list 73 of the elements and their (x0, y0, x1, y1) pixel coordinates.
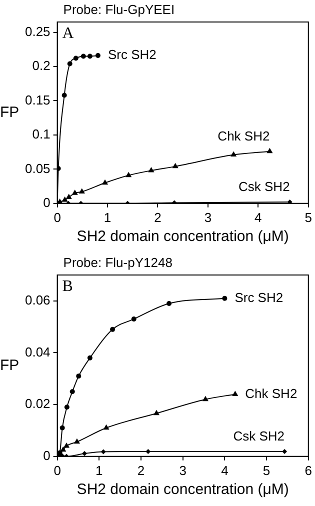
series-label: Csk SH2 (238, 179, 290, 194)
point (87, 355, 92, 360)
point (153, 410, 160, 416)
point (70, 389, 75, 394)
x-axis-title: SH2 domain concentration (μM) (76, 481, 289, 498)
x-axis-title: SH2 domain concentration (μM) (76, 228, 289, 246)
chart-title: Probe: Flu-pY1248 (63, 255, 172, 270)
x-tick-label: 4 (254, 210, 262, 225)
x-tick-label: 3 (204, 210, 212, 225)
point (67, 61, 72, 66)
point (60, 425, 65, 430)
annotation: B (62, 278, 73, 296)
point (62, 92, 67, 98)
series-label: Src SH2 (108, 47, 156, 62)
y-tick-label: 0.15 (24, 92, 50, 108)
y-axis-title: FP (0, 104, 20, 121)
point (230, 151, 237, 157)
y-tick-label: 0.06 (24, 292, 50, 308)
x-tick-label: 2 (137, 462, 145, 478)
point (126, 172, 132, 178)
point (148, 167, 154, 172)
point (74, 438, 80, 444)
point (166, 301, 172, 306)
y-tick-label: 0.05 (24, 160, 50, 176)
point (110, 326, 116, 332)
point (232, 390, 238, 396)
y-tick-label: 0.2 (32, 58, 50, 74)
point (103, 424, 110, 430)
x-tick-label: 4 (221, 462, 228, 478)
point (102, 179, 108, 185)
y-tick-label: 0 (43, 194, 50, 210)
series-label: Chk SH2 (218, 128, 270, 144)
point (131, 316, 136, 322)
x-tick-label: 3 (179, 462, 186, 478)
chart-title: Probe: Flu-GpYEEI (63, 2, 175, 18)
point (266, 148, 273, 154)
point (82, 451, 88, 456)
point (202, 396, 208, 402)
x-tick-label: 5 (304, 210, 312, 225)
annotation: A (62, 25, 74, 42)
series-label: Chk SH2 (245, 386, 298, 401)
y-tick-label: 0.02 (24, 396, 50, 412)
point (62, 196, 68, 202)
point (282, 448, 288, 454)
point (73, 56, 78, 61)
x-tick-label: 1 (104, 210, 112, 225)
point (95, 53, 100, 58)
y-tick-label: 0.25 (24, 24, 50, 39)
point (287, 200, 292, 204)
point (78, 188, 85, 194)
point (172, 162, 178, 168)
point (100, 449, 106, 454)
y-tick-label: 0.1 (32, 126, 50, 142)
point (72, 190, 78, 195)
point (64, 404, 70, 410)
point (80, 54, 86, 59)
y-tick-label: 0 (43, 448, 50, 463)
x-tick-label: 1 (96, 462, 103, 478)
x-tick-label: 6 (304, 462, 312, 478)
series-label: Csk SH2 (233, 428, 285, 444)
point (76, 374, 82, 379)
point (222, 296, 228, 301)
x-tick-label: 0 (54, 210, 61, 225)
x-tick-label: 5 (262, 462, 270, 478)
x-tick-label: 0 (54, 462, 61, 478)
point (87, 54, 92, 59)
point (66, 194, 72, 199)
y-axis-title: FP (0, 356, 20, 374)
point (146, 448, 151, 454)
y-tick-label: 0.04 (24, 344, 50, 360)
x-tick-label: 2 (154, 210, 162, 225)
series-label: Src SH2 (234, 290, 284, 305)
point (63, 442, 70, 448)
